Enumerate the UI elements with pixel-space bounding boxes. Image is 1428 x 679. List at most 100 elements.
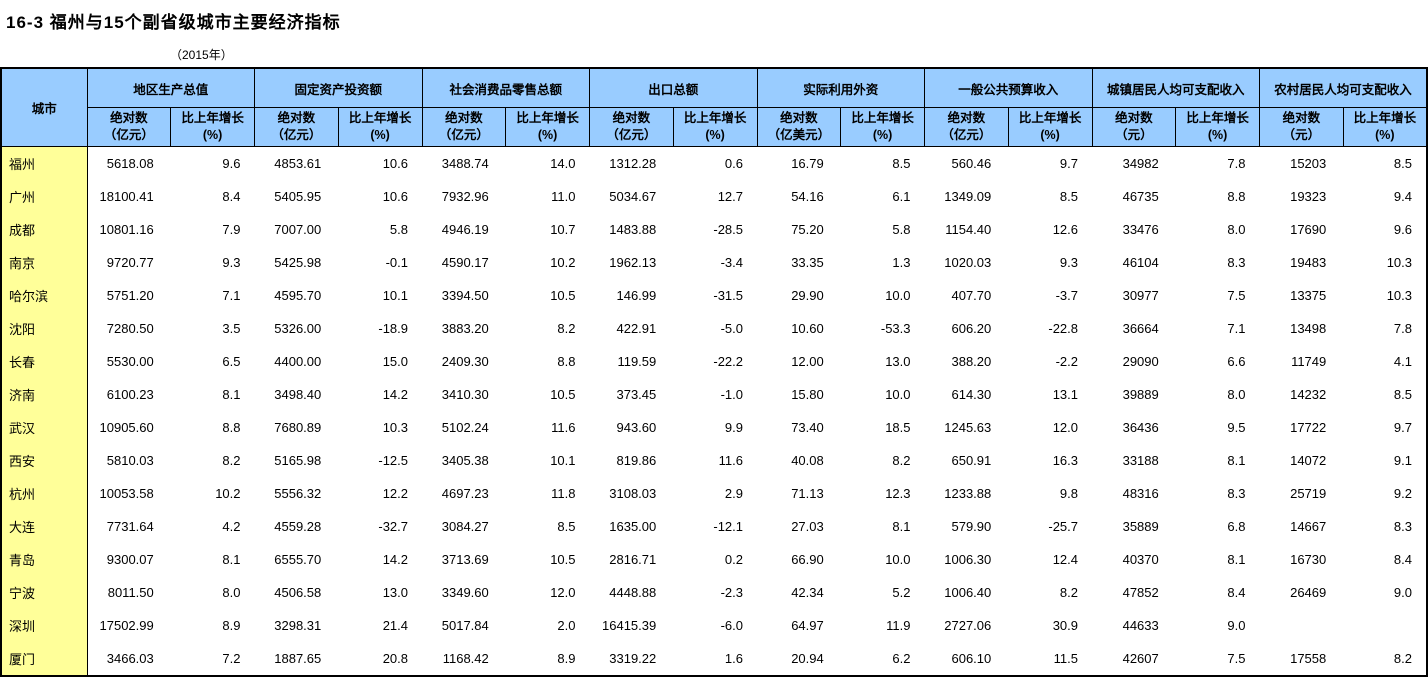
value-cell: 1006.40 (944, 584, 992, 600)
value-cell: 20.8 (382, 650, 408, 666)
value-cell: 5425.98 (274, 254, 322, 270)
city-cell: 成都 (0, 212, 88, 246)
value-cell: 5034.67 (609, 188, 657, 204)
value-cell: 64.97 (791, 617, 824, 633)
value-cell: 14667 (1290, 518, 1327, 534)
value-cell: 2.9 (724, 485, 743, 501)
value-cell: 15203 (1290, 155, 1327, 171)
value-cell: 33476 (1122, 221, 1159, 237)
value-cell: 12.00 (791, 353, 824, 369)
subcol-header: 比上年增长 (%) (1175, 107, 1260, 147)
table-row: 大连 7731.64 4.2 4559.28 -32.7 3084.27 8.5 1635.0… (0, 509, 1427, 543)
value-cell: 422.91 (616, 320, 657, 336)
value-cell: 8.0 (1227, 386, 1246, 402)
value-cell: 12.6 (1052, 221, 1078, 237)
value-cell: 4853.61 (274, 155, 322, 171)
value-cell: 3713.69 (441, 551, 489, 567)
city-cell: 福州 (0, 146, 88, 180)
value-cell: 36664 (1122, 320, 1159, 336)
city-cell: 武汉 (0, 410, 88, 444)
value-cell: 10.3 (1386, 254, 1412, 270)
value-cell: 16415.39 (602, 617, 657, 633)
value-cell: 46104 (1122, 254, 1159, 270)
value-cell: 4400.00 (274, 353, 322, 369)
value-cell: 3084.27 (441, 518, 489, 534)
value-cell: 15.0 (382, 353, 408, 369)
value-cell: 9.6 (222, 155, 241, 171)
value-cell: 8.3 (1227, 485, 1246, 501)
subcol-header: 比上年增长 (%) (505, 107, 590, 147)
value-cell: 10.1 (382, 287, 408, 303)
value-cell: -3.7 (1055, 287, 1078, 303)
value-cell: 5165.98 (274, 452, 322, 468)
value-cell: 0.2 (724, 551, 743, 567)
value-cell: 12.2 (382, 485, 408, 501)
table-header: 城市 地区生产总值 固定资产投资额 社会消费品零售总额 出口总额 实际利用外资 … (0, 67, 1428, 147)
value-cell: 3883.20 (441, 320, 489, 336)
value-cell: 12.0 (1052, 419, 1078, 435)
value-cell: 8.9 (222, 617, 241, 633)
value-cell (1260, 609, 1344, 642)
value-cell: 4.2 (222, 518, 241, 534)
value-cell: 7280.50 (106, 320, 154, 336)
value-cell: 10.6 (382, 155, 408, 171)
value-cell: 1154.40 (945, 221, 992, 237)
city-cell: 广州 (0, 179, 88, 213)
value-cell: 8011.50 (107, 584, 154, 600)
value-cell: 71.13 (791, 485, 824, 501)
value-cell: 8.1 (892, 518, 911, 534)
value-cell: -12.1 (713, 518, 743, 534)
value-cell: 2727.06 (944, 617, 992, 633)
value-cell: 8.0 (1227, 221, 1246, 237)
value-cell: 4590.17 (441, 254, 489, 270)
value-cell: 14.2 (382, 551, 408, 567)
value-cell: 10.3 (1386, 287, 1412, 303)
value-cell: -2.2 (1055, 353, 1078, 369)
value-cell: 1168.42 (442, 650, 489, 666)
value-cell: 10.0 (885, 551, 911, 567)
group-header-urban-income: 城镇居民人均可支配收入 (1091, 67, 1260, 108)
value-cell: 8.8 (1227, 188, 1246, 204)
group-header-foreign-investment: 实际利用外资 (756, 67, 925, 108)
value-cell: 9300.07 (106, 551, 154, 567)
city-cell: 济南 (0, 377, 88, 411)
value-cell: 33.35 (791, 254, 824, 270)
value-cell: 66.90 (791, 551, 824, 567)
value-cell: 12.3 (885, 485, 911, 501)
value-cell: 26469 (1290, 584, 1327, 600)
value-cell: 10905.60 (99, 419, 154, 435)
table-row: 成都 10801.16 7.9 7007.00 5.8 4946.19 10.7 1483.8… (0, 212, 1427, 246)
value-cell: 29.90 (791, 287, 824, 303)
value-cell: 13.0 (885, 353, 911, 369)
value-cell: 8.9 (557, 650, 576, 666)
value-cell: 5530.00 (106, 353, 154, 369)
indicators-table: 城市 地区生产总值 固定资产投资额 社会消费品零售总额 出口总额 实际利用外资 … (0, 67, 1428, 677)
value-cell: 8.5 (892, 155, 911, 171)
value-cell: 19323 (1290, 188, 1327, 204)
value-cell: 46735 (1122, 188, 1159, 204)
value-cell: 4595.70 (274, 287, 322, 303)
value-cell: 40370 (1122, 551, 1159, 567)
value-cell: 9.0 (1227, 617, 1246, 633)
value-cell: -1.0 (720, 386, 743, 402)
value-cell: 5810.03 (106, 452, 154, 468)
value-cell: 4.1 (1393, 353, 1412, 369)
value-cell: 27.03 (791, 518, 824, 534)
value-cell: 5102.24 (441, 419, 489, 435)
value-cell: 388.20 (951, 353, 992, 369)
value-cell: 29090 (1122, 353, 1159, 369)
value-cell: 1962.13 (609, 254, 657, 270)
value-cell: 8.5 (1393, 386, 1412, 402)
value-cell: 7.1 (222, 287, 241, 303)
value-cell: 5326.00 (274, 320, 322, 336)
city-cell: 南京 (0, 245, 88, 279)
value-cell: 8.2 (1059, 584, 1078, 600)
value-cell: 10.2 (215, 485, 241, 501)
table-row: 长春 5530.00 6.5 4400.00 15.0 2409.30 8.8 119.59 -… (0, 344, 1427, 378)
value-cell: 11.0 (551, 188, 576, 204)
value-cell: 13375 (1290, 287, 1327, 303)
city-cell: 哈尔滨 (0, 278, 88, 312)
value-cell: 11.6 (551, 419, 576, 435)
value-cell: 5.8 (389, 221, 408, 237)
value-cell: 8.5 (557, 518, 576, 534)
